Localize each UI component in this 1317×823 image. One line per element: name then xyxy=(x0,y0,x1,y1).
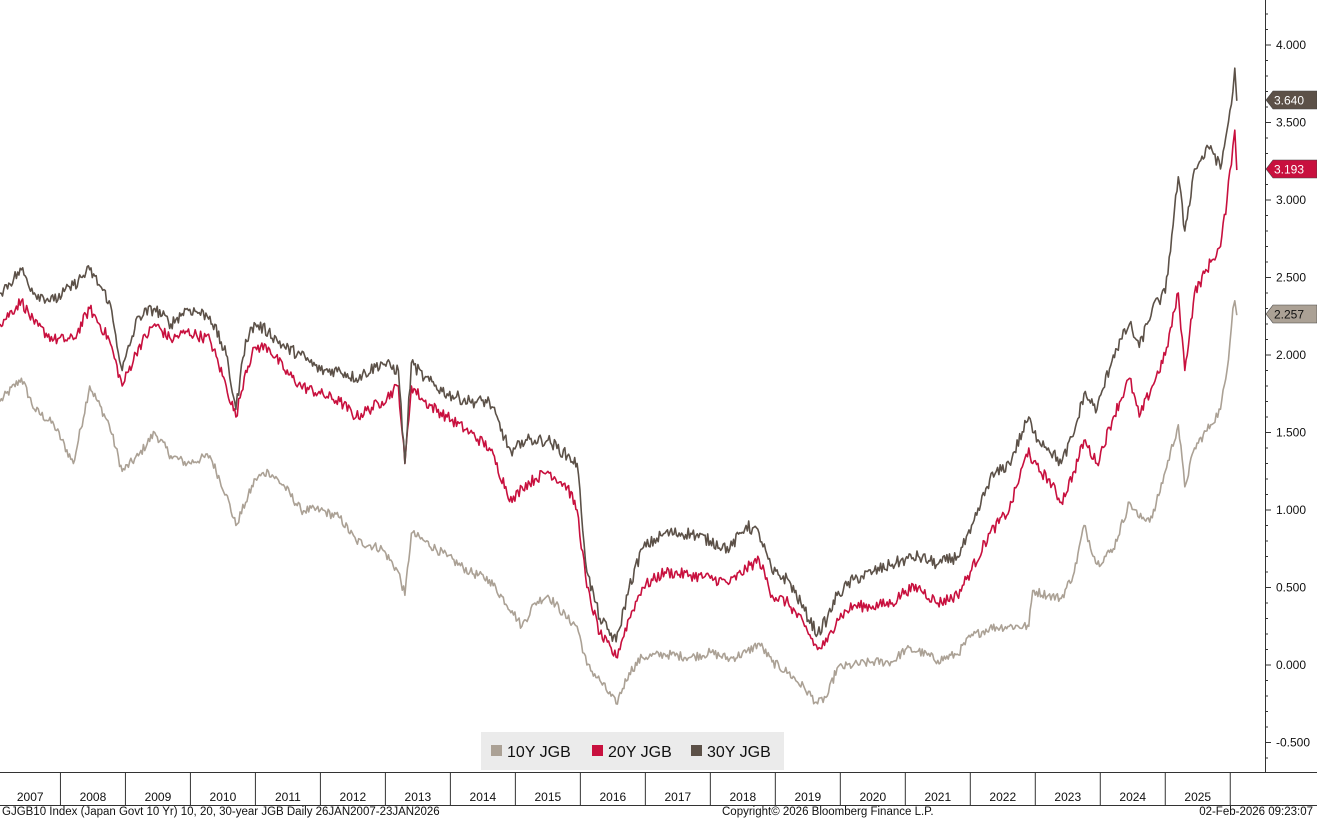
x-tick-label: 2019 xyxy=(794,790,821,804)
x-tick-label: 2009 xyxy=(145,790,172,804)
x-tick-label: 2016 xyxy=(599,790,626,804)
x-tick-label: 2014 xyxy=(470,790,497,804)
y-tick-label: -0.500 xyxy=(1276,736,1310,750)
legend-swatch xyxy=(592,745,603,756)
footer-timestamp: 02-Feb-2026 09:23:07 xyxy=(1199,806,1313,818)
y-tick-label: 4.000 xyxy=(1276,38,1306,52)
series-layer xyxy=(0,67,1238,705)
legend: 10Y JGB 20Y JGB 30Y JGB xyxy=(481,732,784,770)
footer-index-description: GJGB10 Index (Japan Govt 10 Yr) 10, 20, … xyxy=(2,806,440,818)
legend-box xyxy=(481,732,784,770)
series-line-10y-jgb xyxy=(0,300,1238,705)
x-tick-label: 2017 xyxy=(664,790,691,804)
x-tick-label: 2024 xyxy=(1119,790,1146,804)
legend-label: 10Y JGB xyxy=(507,744,571,761)
x-tick-label: 2021 xyxy=(924,790,951,804)
last-value-label: 3.193 xyxy=(1274,163,1304,177)
series-line-30y-jgb xyxy=(0,67,1238,643)
y-tick-label: 1.500 xyxy=(1276,426,1306,440)
x-axis: 2007 2008 2009 2010 2011 2012 2013 2014 2015 2016… xyxy=(0,772,1317,806)
y-tick-label: 0.000 xyxy=(1276,658,1306,672)
footer-copyright: Copyright© 2026 Bloomberg Finance L.P. xyxy=(722,806,934,818)
x-tick-label: 2022 xyxy=(989,790,1016,804)
x-tick-label: 2010 xyxy=(210,790,237,804)
y-tick-label: 0.500 xyxy=(1276,581,1306,595)
legend-item-10y-jgb: 10Y JGB xyxy=(491,744,571,761)
last-value-label: 2.257 xyxy=(1274,308,1304,322)
y-tick-label: 2.000 xyxy=(1276,348,1306,362)
last-value-label: 3.640 xyxy=(1274,94,1304,108)
x-tick-label: 2012 xyxy=(340,790,367,804)
series-line-20y-jgb xyxy=(0,129,1238,659)
legend-label: 30Y JGB xyxy=(707,744,771,761)
y-tick-label: 3.000 xyxy=(1276,193,1306,207)
x-tick-label: 2008 xyxy=(80,790,107,804)
jgb-yield-chart: 4.000 3.500 3.000 2.500 2.000 1.500 1.000 0.500… xyxy=(0,0,1317,806)
legend-swatch xyxy=(691,745,702,756)
x-tick-label: 2007 xyxy=(17,790,44,804)
y-tick-label: 2.500 xyxy=(1276,271,1306,285)
legend-swatch xyxy=(491,745,502,756)
y-tick-label: 1.000 xyxy=(1276,503,1306,517)
last-value-tag-10y-jgb: 2.257 xyxy=(1265,304,1317,324)
last-value-tags: 2.257 3.193 3.640 xyxy=(1265,90,1317,324)
last-value-tag-30y-jgb: 3.640 xyxy=(1265,90,1317,110)
legend-item-20y-jgb: 20Y JGB xyxy=(592,744,672,761)
x-tick-label: 2023 xyxy=(1054,790,1081,804)
x-tick-label: 2015 xyxy=(535,790,562,804)
legend-item-30y-jgb: 30Y JGB xyxy=(691,744,771,761)
x-tick-label: 2020 xyxy=(859,790,886,804)
x-tick-label: 2011 xyxy=(275,790,301,804)
last-value-tag-20y-jgb: 3.193 xyxy=(1265,159,1317,179)
y-tick-label: 3.500 xyxy=(1276,116,1306,130)
axis-layer: 4.000 3.500 3.000 2.500 2.000 1.500 1.000 0.500… xyxy=(1265,0,1310,772)
x-tick-label: 2025 xyxy=(1184,790,1211,804)
x-tick-label: 2013 xyxy=(405,790,432,804)
legend-label: 20Y JGB xyxy=(608,744,672,761)
x-tick-label: 2018 xyxy=(729,790,756,804)
